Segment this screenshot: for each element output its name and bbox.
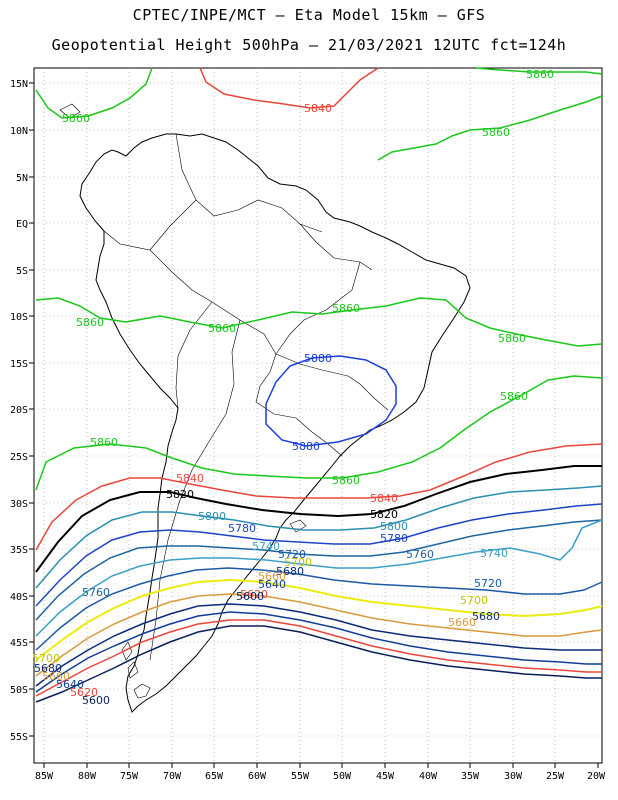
contour-label-5720: 5720 (474, 577, 502, 590)
contour-label-5680: 5680 (472, 610, 500, 623)
contour-5720 (35, 567, 603, 651)
contour-5840-north (199, 67, 379, 109)
contour-5880-ring (265, 355, 397, 447)
lon-label: 75W (120, 771, 139, 782)
contour-5780 (35, 503, 603, 607)
contour-label-5860: 5860 (62, 112, 90, 125)
contour-label-5700: 5700 (284, 556, 312, 569)
lon-label: 60W (248, 771, 267, 782)
contour-5820 (35, 465, 602, 573)
contour-label-5780: 5780 (380, 532, 408, 545)
contour-label-5860: 5860 (482, 126, 510, 139)
lat-label: 15N (10, 79, 28, 90)
contour-label-5880: 5880 (292, 440, 320, 453)
south-america-coastline (79, 133, 471, 713)
contour-5660 (35, 603, 602, 687)
contour-label-5820: 5820 (166, 488, 194, 501)
lat-label: 20S (10, 405, 28, 416)
contour-label-5660: 5660 (42, 670, 70, 683)
contour-label-5840: 5840 (370, 492, 398, 505)
lat-label: 5N (16, 173, 28, 184)
lat-label: 15S (10, 359, 28, 370)
contour-5680 (35, 593, 603, 677)
contour-label-5720: 5720 (278, 548, 306, 561)
contour-5640 (35, 611, 602, 693)
lon-label: 65W (205, 771, 224, 782)
lon-label: 80W (78, 771, 97, 782)
contour-label-5760: 5760 (82, 586, 110, 599)
contour-label-5640: 5640 (56, 678, 84, 691)
contour-5600 (35, 625, 602, 703)
country-borders (103, 133, 389, 661)
contour-label-5860: 5860 (498, 332, 526, 345)
lat-label: 5S (16, 266, 28, 277)
lon-label: 55W (291, 771, 310, 782)
contour-5860-north (35, 67, 153, 119)
contour-5840 (35, 443, 603, 551)
lat-label: 30S (10, 499, 28, 510)
contour-label-5860: 5860 (526, 68, 554, 81)
lon-label: 30W (504, 771, 523, 782)
lat-label: 10S (10, 312, 28, 323)
contour-label-5660: 5660 (258, 570, 286, 583)
lat-label: 55S (10, 732, 28, 743)
chart-title-line1: CPTEC/INPE/MCT – Eta Model 15km – GFS (132, 6, 486, 24)
lon-label: 20W (587, 771, 606, 782)
contour-label-5780: 5780 (228, 522, 256, 535)
contour-label-5640: 5640 (258, 578, 286, 591)
lat-label: 25S (10, 452, 28, 463)
lat-label: 10N (10, 126, 28, 137)
lat-label: EQ (16, 219, 28, 230)
lat-label: 40S (10, 592, 28, 603)
contour-label-5860: 5860 (500, 390, 528, 403)
lat-lon-grid (34, 68, 602, 763)
contour-label-5880: 5880 (304, 352, 332, 365)
contour-5860-top (475, 67, 603, 75)
contour-label-5740: 5740 (252, 540, 280, 553)
contour-label-5680: 5680 (276, 565, 304, 578)
contour-label-5860: 5860 (208, 322, 236, 335)
contour-label-5760: 5760 (406, 548, 434, 561)
contour-5760 (35, 519, 603, 621)
lat-label: 35S (10, 545, 28, 556)
contour-label-5660: 5660 (448, 616, 476, 629)
lon-label: 85W (35, 771, 54, 782)
lon-label: 70W (163, 771, 182, 782)
contour-5740 (35, 519, 603, 637)
lon-label: 50W (333, 771, 352, 782)
contour-label-5620: 5620 (70, 686, 98, 699)
contour-label-5740: 5740 (480, 547, 508, 560)
chart-title-line2: Geopotential Height 500hPa – 21/03/2021 … (51, 36, 567, 54)
contour-label-5860: 5860 (332, 474, 360, 487)
lon-label: 25W (546, 771, 565, 782)
contour-label-5860: 5860 (332, 302, 360, 315)
lon-label: 45W (376, 771, 395, 782)
lat-label: 45S (10, 638, 28, 649)
lon-label: 40W (419, 771, 438, 782)
contour-label-5860: 5860 (90, 436, 118, 449)
contour-label-5700: 5700 (32, 652, 60, 665)
contour-5860-northeast (377, 95, 603, 161)
contour-5860-south (35, 375, 603, 491)
contour-label-5600: 5600 (82, 694, 110, 707)
axis-ticks (29, 82, 599, 768)
contour-5700 (35, 578, 603, 661)
contour-label-5840: 5840 (304, 102, 332, 115)
contour-label-5800: 5800 (380, 520, 408, 533)
contour-label-5860: 5860 (76, 316, 104, 329)
lon-label: 35W (461, 771, 480, 782)
contour-label-5680: 5680 (34, 662, 62, 675)
contour-5620 (35, 619, 602, 697)
contour-5860-central (35, 297, 603, 347)
contour-label-5840: 5840 (176, 472, 204, 485)
plot-frame (33, 67, 603, 764)
contour-label-5700: 5700 (460, 594, 488, 607)
contour-label-5620: 5620 (240, 588, 268, 601)
contour-label-5600: 5600 (236, 590, 264, 603)
lat-label: 50S (10, 685, 28, 696)
contour-5800 (35, 485, 603, 589)
contour-label-5820: 5820 (370, 508, 398, 521)
contour-label-5800: 5800 (198, 510, 226, 523)
